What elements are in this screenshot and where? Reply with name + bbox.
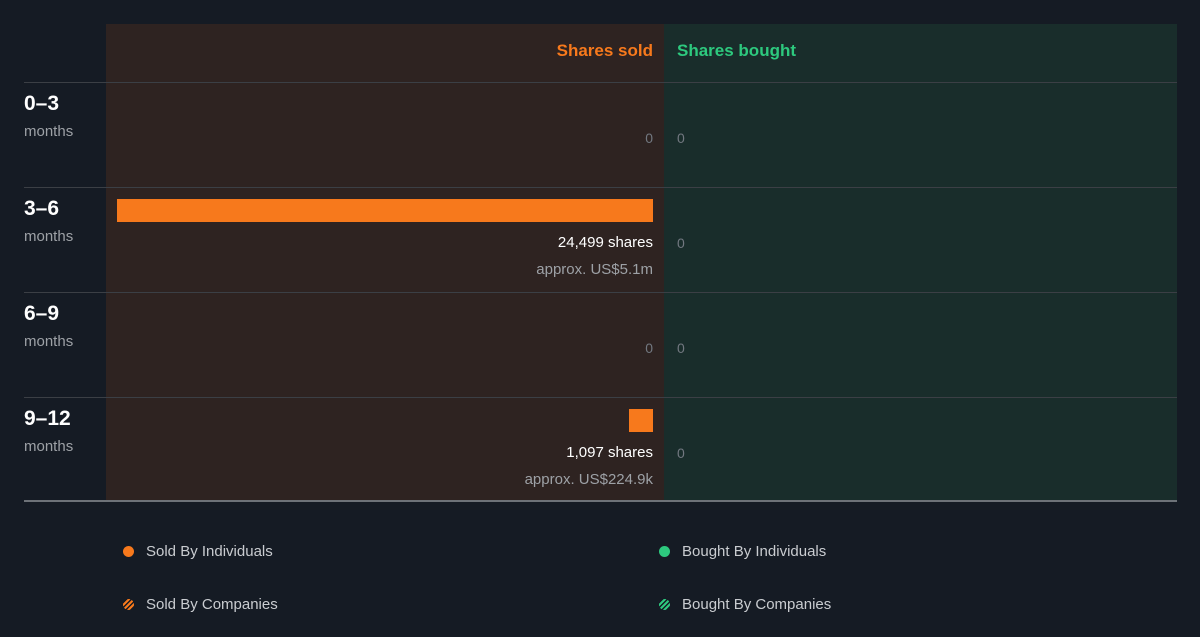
sold-approx-value-3-6: approx. US$5.1m	[536, 261, 653, 278]
orange-hatched-dot-icon	[123, 598, 134, 610]
legend-bought-by-companies[interactable]: Bought By Companies	[659, 593, 831, 615]
period-unit: months	[24, 228, 74, 245]
bought-value-6-9: 0	[677, 340, 685, 356]
row-divider	[24, 82, 1177, 83]
sold-shares-3-6: 24,499 shares	[557, 234, 653, 251]
green-hatched-dot-icon	[659, 598, 670, 610]
legend-sold-by-companies[interactable]: Sold By Companies	[123, 593, 278, 615]
sold-approx-value-9-12: approx. US$224.9k	[524, 471, 653, 488]
period-label-6-9: 6–9 months	[24, 301, 73, 352]
sold-shares-9-12: 1,097 shares	[566, 444, 653, 461]
shares-sold-header: Shares sold	[556, 41, 653, 60]
row-divider	[24, 187, 1177, 188]
period-range: 6–9	[24, 302, 60, 325]
row-divider	[24, 292, 1177, 293]
bought-value-9-12: 0	[677, 445, 685, 461]
period-unit: months	[24, 333, 74, 350]
period-range: 0–3	[24, 92, 60, 115]
period-label-3-6: 3–6 months	[24, 196, 73, 247]
period-unit: months	[24, 438, 74, 455]
period-unit: months	[24, 123, 74, 140]
period-range: 9–12	[24, 407, 71, 430]
legend-label: Sold By Individuals	[146, 542, 273, 560]
legend-sold-by-individuals[interactable]: Sold By Individuals	[123, 540, 273, 562]
period-label-9-12: 9–12 months	[24, 406, 73, 457]
legend-bought-by-individuals[interactable]: Bought By Individuals	[659, 540, 826, 562]
legend-label: Bought By Individuals	[682, 542, 827, 560]
orange-dot-icon	[123, 545, 134, 557]
row-divider	[24, 397, 1177, 398]
chart-baseline	[24, 500, 1177, 502]
sold-value-6-9: 0	[645, 340, 653, 356]
legend-label: Bought By Companies	[682, 595, 832, 613]
bought-value-0-3: 0	[677, 130, 685, 146]
sold-bar-3-6[interactable]	[117, 199, 653, 222]
green-dot-icon	[659, 545, 670, 557]
shares-bought-header: Shares bought	[677, 41, 797, 60]
shares-sold-panel	[106, 24, 664, 501]
shares-bought-panel	[664, 24, 1177, 501]
period-label-0-3: 0–3 months	[24, 91, 73, 142]
sold-bar-9-12[interactable]	[628, 409, 653, 432]
period-range: 3–6	[24, 197, 60, 220]
bought-value-3-6: 0	[677, 235, 685, 251]
legend-label: Sold By Companies	[146, 595, 278, 613]
sold-value-0-3: 0	[645, 130, 653, 146]
